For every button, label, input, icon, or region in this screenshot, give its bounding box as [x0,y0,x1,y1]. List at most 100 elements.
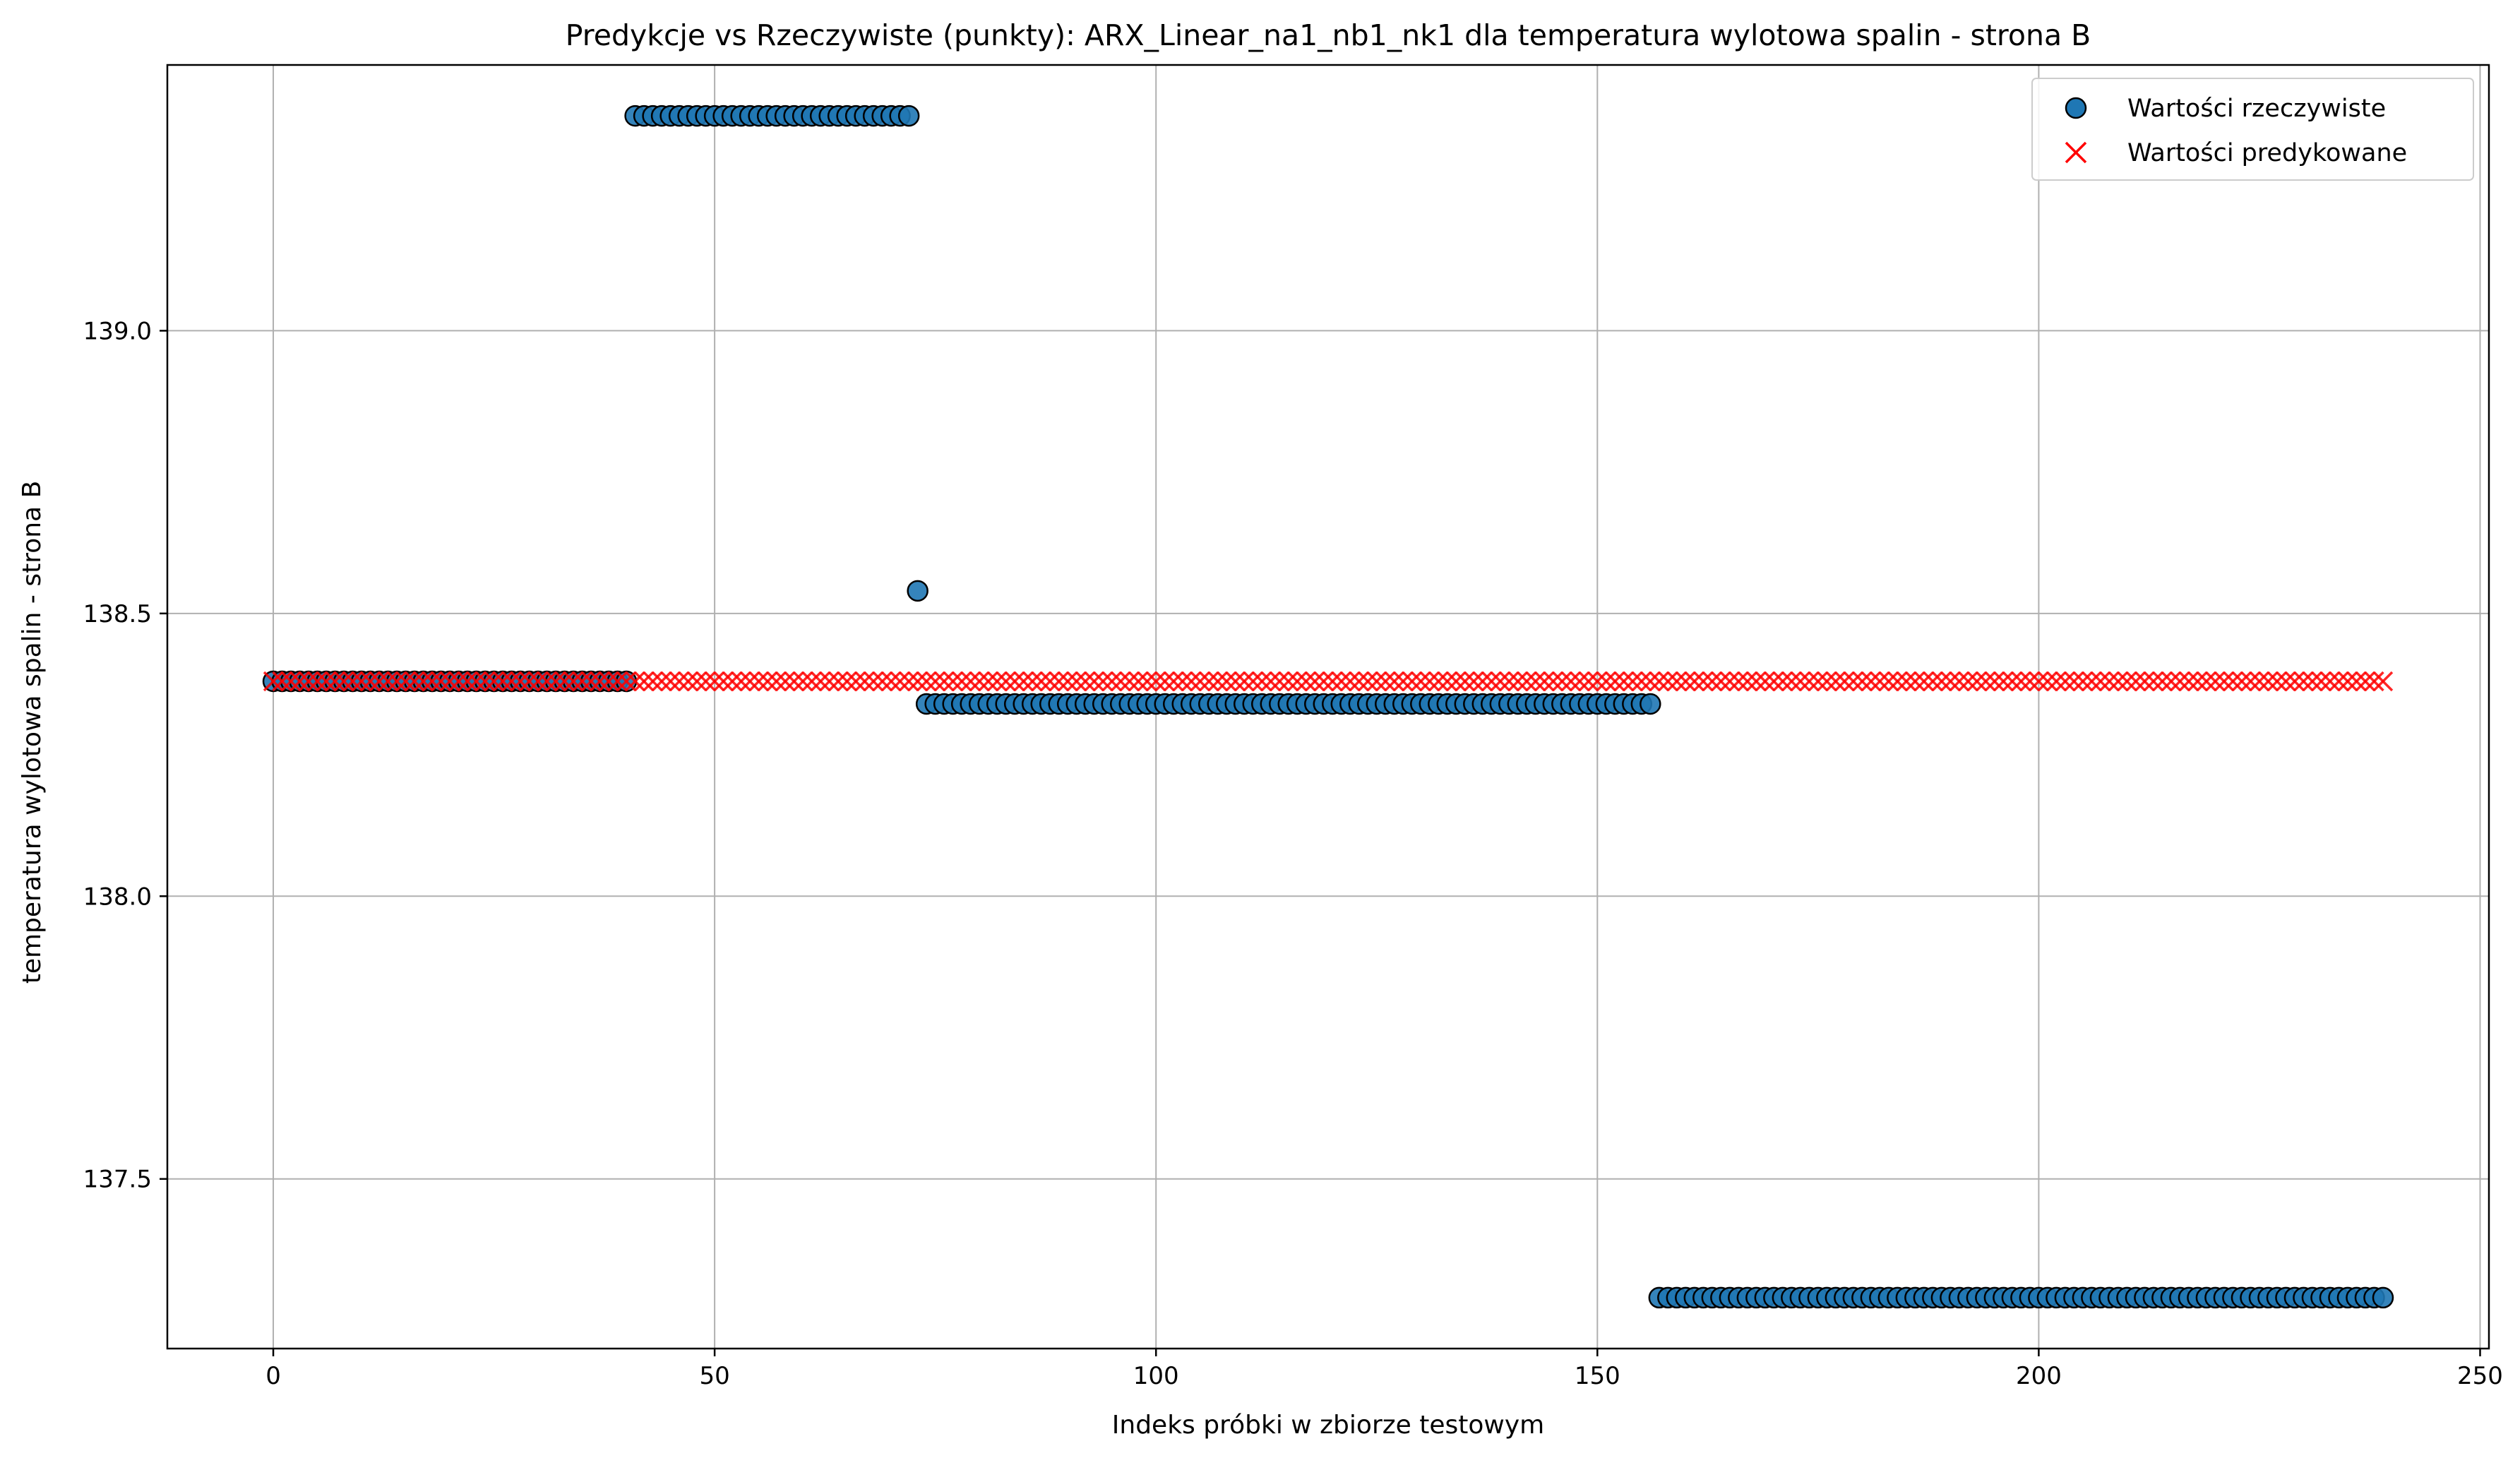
predicted-point [722,671,743,692]
predicted-point [395,671,416,692]
predicted-point [378,671,398,692]
predicted-point [2372,671,2394,692]
predicted-point [2178,671,2199,692]
predicted-point [501,671,522,692]
predicted-point [1313,671,1334,692]
predicted-point [1781,671,1802,692]
predicted-point [1287,671,1308,692]
predicted-point [466,671,486,692]
predicted-point [669,671,690,692]
predicted-point [2019,671,2041,692]
predicted-point [1075,671,1096,692]
predicted-point [2170,671,2190,692]
predicted-point [951,671,972,692]
predicted-point [2346,671,2367,692]
predicted-point [1270,671,1290,692]
predicted-point [1631,671,1652,692]
predicted-point [2311,671,2331,692]
predicted-point [810,671,831,692]
predicted-point [748,671,769,692]
predicted-point [1684,671,1705,692]
predicted-point [1764,671,1784,692]
predicted-point [1366,671,1387,692]
series-predicted [263,671,2394,692]
predicted-point [1852,671,1873,692]
predicted-point [1225,671,1246,692]
predicted-point [2319,671,2341,692]
predicted-point [448,671,469,692]
predicted-point [1049,671,1069,692]
predicted-point [1084,671,1104,692]
predicted-point [1296,671,1316,692]
legend: Wartości rzeczywiste Wartości predykowan… [2031,78,2474,181]
predicted-point [633,671,655,692]
predicted-point [2108,671,2129,692]
predicted-point [457,671,478,692]
predicted-point [898,671,919,692]
predicted-point [1649,671,1670,692]
predicted-point [792,671,813,692]
predicted-point [1949,671,1970,692]
predicted-point [660,671,681,692]
predicted-point [1737,671,1758,692]
predicted-point [1517,671,1537,692]
predicted-point [2267,671,2288,692]
predicted-point [1481,671,1502,692]
predicted-point [1966,671,1988,692]
predicted-point [2364,671,2384,692]
y-axis-title: temperatura wylotowa spalin - strona B [18,481,47,984]
predicted-point [1905,671,1925,692]
predicted-point [837,671,857,692]
predicted-point [1207,671,1228,692]
predicted-point [2223,671,2243,692]
predicted-point [1825,671,1846,692]
predicted-point [1375,671,1396,692]
predicted-point [431,671,451,692]
predicted-point [2258,671,2279,692]
predicted-point [1993,671,2014,692]
predicted-point [1464,671,1484,692]
predicted-point [1260,671,1281,692]
actual-point [1640,693,1661,715]
predicted-point [801,671,822,692]
predicted-point [2196,671,2217,692]
predicted-point [1128,671,1149,692]
predicted-point [1507,671,1529,692]
axes: 0 50 100 150 200 250 137.5 138.0 138.5 139.0 [83,64,2503,1390]
predicted-point [1878,671,1899,692]
chart-title: Predykcje vs Rzeczywiste (punkty): ARX_L… [566,18,2091,52]
predicted-point [1702,671,1723,692]
predicted-point [1101,671,1122,692]
predicted-point [474,671,496,692]
predicted-point [1587,671,1608,692]
predicted-point [325,671,345,692]
predicted-point [1861,671,1882,692]
predicted-point [1746,671,1767,692]
predicted-point [2002,671,2023,692]
predicted-point [1393,671,1414,692]
predicted-point [1834,671,1855,692]
predicted-point [554,671,575,692]
predicted-point [925,671,945,692]
predicted-point [2355,671,2376,692]
predicted-point [1984,671,2005,692]
predicted-point [1570,671,1590,692]
predicted-point [563,671,584,692]
predicted-point [1578,671,1599,692]
predicted-point [545,671,566,692]
predicted-point [1172,671,1193,692]
predicted-point [2037,671,2058,692]
predicted-point [766,671,787,692]
predicted-point [2134,671,2155,692]
predicted-point [1799,671,1820,692]
predicted-point [1605,671,1625,692]
actual-point [897,104,920,127]
legend-marker-actual [2065,97,2087,119]
predicted-point [607,671,628,692]
predicted-point [757,671,778,692]
predicted-point [1057,671,1078,692]
predicted-point [2117,671,2137,692]
predicted-point [598,671,619,692]
predicted-point [307,671,328,692]
predicted-point [342,671,363,692]
